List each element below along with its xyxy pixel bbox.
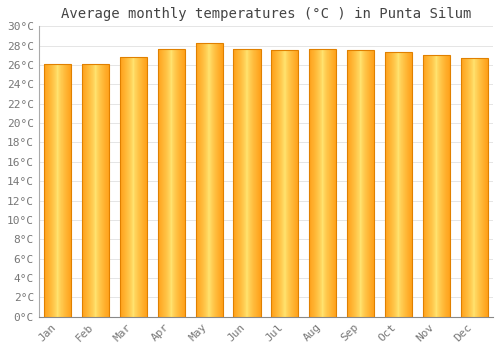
Title: Average monthly temperatures (°C ) in Punta Silum: Average monthly temperatures (°C ) in Pu… — [60, 7, 471, 21]
